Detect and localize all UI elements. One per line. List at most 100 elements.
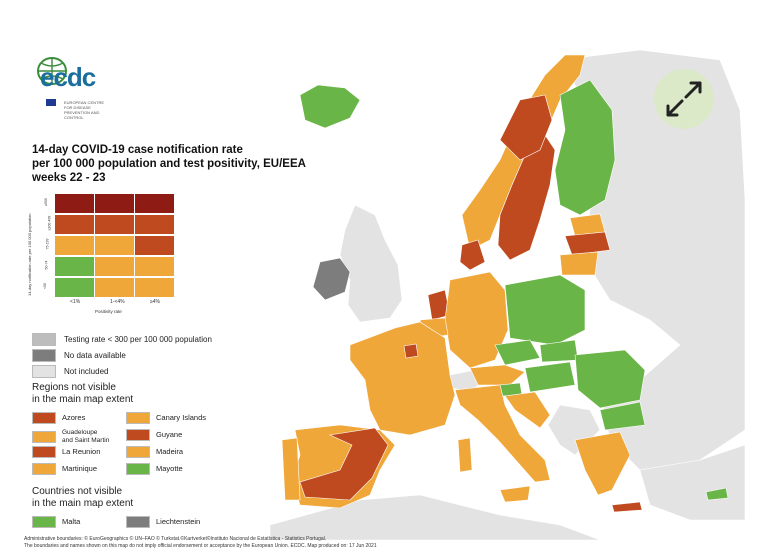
sweden-land	[497, 134, 556, 261]
legend-swatch	[32, 365, 56, 378]
region-item: Guadeloupe and Saint Martin	[32, 429, 109, 445]
sardinia-land	[457, 437, 473, 473]
greece-land	[574, 431, 631, 496]
countries-heading-line-2: in the main map extent	[32, 498, 134, 509]
legend-low-testing: Testing rate < 300 per 100 000 populatio…	[32, 333, 212, 346]
countries-heading-line-1: Countries not visible	[32, 486, 123, 497]
matrix-cell	[95, 215, 134, 234]
region-label: Mayotte	[156, 464, 183, 473]
region-item: Canary Islands	[126, 412, 206, 424]
legend-not-included: Not included	[32, 365, 108, 378]
region-swatch	[32, 463, 56, 475]
legend-label: Testing rate < 300 per 100 000 populatio…	[64, 335, 212, 344]
iceland-land	[299, 84, 361, 129]
region-swatch	[32, 446, 56, 458]
region-label: La Reunion	[62, 447, 101, 456]
finland-land	[554, 79, 616, 216]
country-item: Liechtenstein	[126, 516, 200, 528]
uk-land	[339, 204, 403, 323]
matrix-x-tick: <1%	[70, 299, 81, 305]
matrix-x-tick: ≥4%	[150, 299, 160, 305]
matrix-cell	[55, 278, 94, 297]
poland-land	[504, 274, 586, 346]
expand-arrows-icon	[666, 81, 702, 117]
legend-swatch	[32, 333, 56, 346]
country-label: Liechtenstein	[156, 517, 201, 526]
footer-line-1: Administrative boundaries: © EuroGeograp…	[24, 536, 327, 542]
matrix-cell	[95, 236, 134, 255]
region-label: Guadeloupe and Saint Martin	[62, 429, 110, 444]
romania-land	[574, 349, 646, 409]
matrix-cell	[135, 278, 174, 297]
italy-land	[454, 384, 551, 483]
region-item: Madeira	[126, 446, 183, 458]
latvia-land	[564, 231, 611, 256]
country-item: Malta	[32, 516, 80, 528]
map-title: 14-day COVID-19 case notification rate p…	[32, 143, 332, 185]
region-swatch	[126, 412, 150, 424]
region-label: Madeira	[156, 447, 184, 456]
croatia-land	[504, 391, 551, 429]
region-item: Guyane	[126, 429, 182, 441]
matrix-y-tick: 50-74	[44, 260, 49, 270]
matrix-y-tick: 75-199	[45, 238, 50, 250]
lithuania-land	[559, 251, 599, 276]
hungary-land	[524, 361, 576, 393]
region-swatch	[32, 412, 56, 424]
title-line-1: 14-day COVID-19 case notification rate	[32, 144, 243, 156]
countries-heading: Countries not visible in the main map ex…	[32, 486, 133, 510]
matrix-y-tick: ≥200-499	[47, 215, 52, 231]
sicily-land	[499, 485, 531, 503]
matrix-cell	[55, 236, 94, 255]
portugal-land	[281, 437, 301, 501]
bulgaria-land	[599, 401, 646, 431]
czechia-land	[494, 339, 541, 366]
country-swatch	[126, 516, 150, 528]
matrix-y-tick: <50	[42, 283, 47, 289]
footer-attribution: Administrative boundaries: © EuroGeograp…	[24, 536, 564, 550]
germany-land	[444, 271, 509, 369]
matrix-cell	[135, 215, 174, 234]
region-swatch	[32, 431, 56, 443]
expand-map-button[interactable]	[654, 69, 714, 129]
rate-positivity-matrix	[55, 194, 175, 298]
turkey-land	[639, 444, 746, 521]
ireland-land	[312, 257, 351, 301]
matrix-cell	[95, 257, 134, 276]
north-africa-land	[269, 494, 601, 541]
region-label: Azores	[62, 413, 86, 422]
footer-line-2: The boundaries and names shown on this m…	[24, 543, 377, 549]
france-red-dept	[403, 343, 419, 359]
spain-red-regions	[299, 427, 389, 501]
matrix-cell	[135, 236, 174, 255]
legend-swatch	[32, 349, 56, 362]
matrix-x-axis-label: Positivity rate	[95, 309, 122, 314]
logo-text: ecdc	[40, 62, 96, 92]
matrix-y-tick: ≥500	[43, 198, 48, 206]
legend-label: No data available	[64, 351, 126, 360]
france-land	[349, 321, 456, 436]
cyprus-land	[705, 487, 729, 501]
matrix-cell	[55, 215, 94, 234]
globe-icon	[37, 57, 67, 106]
region-swatch	[126, 463, 150, 475]
matrix-x-tick: 1-<4%	[110, 299, 125, 305]
matrix-cell	[135, 257, 174, 276]
matrix-y-axis-label: 14-day notification rate per 100 000 pop…	[27, 213, 32, 296]
region-label: Canary Islands	[156, 413, 207, 422]
matrix-cell	[55, 194, 94, 213]
matrix-cell	[135, 194, 174, 213]
austria-land	[469, 364, 526, 386]
region-label: Martinique	[62, 464, 98, 473]
regions-heading-line-1: Regions not visible	[32, 382, 116, 393]
title-line-2: per 100 000 population and test positivi…	[32, 158, 306, 170]
sweden-north	[499, 94, 553, 161]
region-item: Martinique	[32, 463, 97, 475]
matrix-cell	[95, 278, 134, 297]
region-swatch	[126, 446, 150, 458]
logo-subtitle: EUROPEAN CENTRE FOR DISEASE PREVENTION A…	[64, 100, 105, 120]
denmark-land	[459, 239, 486, 271]
country-swatch	[32, 516, 56, 528]
region-swatch	[126, 429, 150, 441]
